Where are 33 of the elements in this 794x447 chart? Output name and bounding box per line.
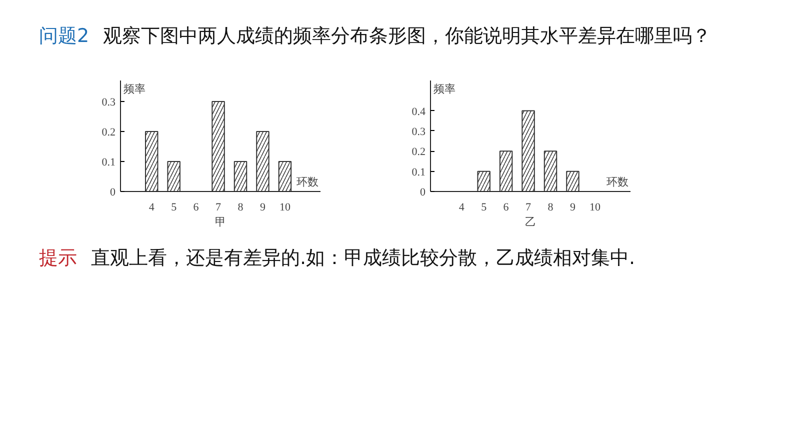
x-tick-label: 5	[481, 202, 488, 214]
text: 问题2	[39, 25, 90, 47]
x-tick-label: 7	[216, 202, 222, 214]
y-tick-label: 0.3	[412, 126, 426, 138]
x-tick-label: 6	[193, 202, 200, 214]
x-tick-label: 4	[458, 202, 465, 214]
text: 观察下图中两人成绩的频率分布条形图，你能说明其水平差异在哪里吗？	[103, 25, 712, 47]
x-tick-label: 6	[503, 202, 510, 214]
text: 提示	[39, 247, 77, 269]
y-tick-label: 0.1	[102, 156, 116, 168]
x-tick-label: 5	[171, 202, 178, 214]
x-tick-label: 10	[279, 202, 291, 214]
y-tick-label: 0.1	[412, 166, 426, 178]
text: 直观上看，还是有差异的.如：甲成绩比较分散，乙成绩相对集中.	[91, 247, 636, 269]
x-tick-label: 8	[548, 202, 554, 214]
y-axis-title: 频率	[434, 82, 456, 96]
x-tick-label: 8	[238, 202, 244, 214]
text: 甲	[215, 216, 226, 228]
x-tick-label: 7	[526, 202, 532, 214]
text: 乙	[525, 216, 536, 228]
y-tick-label: 0.2	[102, 126, 116, 138]
x-axis-title: 环数	[606, 176, 628, 188]
x-tick-label: 10	[589, 202, 601, 214]
x-tick-label: 9	[260, 202, 266, 214]
y-axis-title: 频率	[124, 82, 146, 96]
x-axis-title: 环数	[296, 176, 318, 188]
y-tick-label: 0.4	[412, 106, 426, 118]
y-tick-label: 0.2	[412, 146, 426, 158]
x-tick-label: 4	[148, 202, 155, 214]
x-tick-label: 9	[570, 202, 576, 214]
y-tick-label: 0	[110, 186, 116, 198]
y-tick-label: 0	[420, 186, 426, 198]
y-tick-label: 0.3	[102, 96, 116, 108]
